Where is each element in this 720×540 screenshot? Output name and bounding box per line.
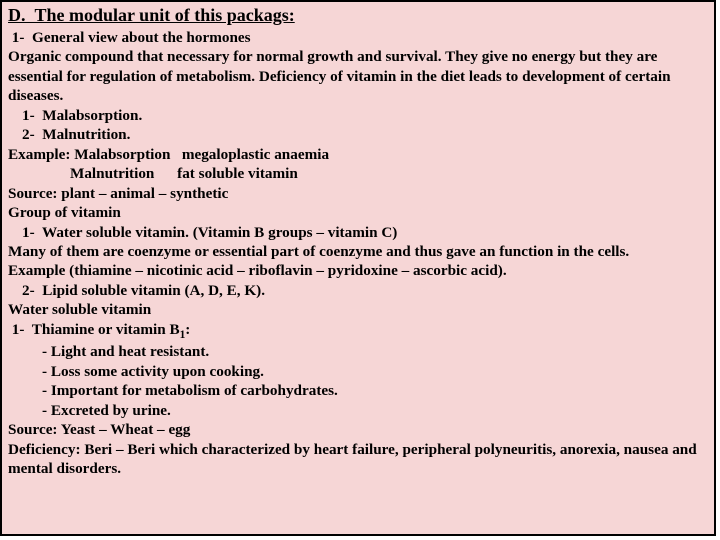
example-line: Example: Malabsorption megaloplastic ana… <box>8 145 708 164</box>
list-item: 1- Water soluble vitamin. (Vitamin B gro… <box>8 223 708 242</box>
section-heading: D. The modular unit of this packags: <box>8 4 708 27</box>
text-fragment: 1- Thiamine or vitamin B <box>8 321 180 338</box>
list-item: 1- Malabsorption. <box>8 106 708 125</box>
list-item: 1- Thiamine or vitamin B1: <box>8 320 708 343</box>
bullet-item: - Loss some activity upon cooking. <box>8 362 708 381</box>
source-line: Source: plant – animal – synthetic <box>8 184 708 203</box>
text-fragment: : <box>185 321 190 338</box>
paragraph: Many of them are coenzyme or essential p… <box>8 242 708 261</box>
list-item: 2- Malnutrition. <box>8 125 708 144</box>
example-line: Example (thiamine – nicotinic acid – rib… <box>8 261 708 280</box>
paragraph: Organic compound that necessary for norm… <box>8 47 708 105</box>
sub-heading: Water soluble vitamin <box>8 300 708 319</box>
group-heading: Group of vitamin <box>8 203 708 222</box>
list-item: 2- Lipid soluble vitamin (A, D, E, K). <box>8 281 708 300</box>
line-item: 1- General view about the hormones <box>8 28 708 47</box>
document-page: D. The modular unit of this packags: 1- … <box>0 0 716 536</box>
source-line: Source: Yeast – Wheat – egg <box>8 420 708 439</box>
deficiency-line: Deficiency: Beri – Beri which characteri… <box>8 440 708 479</box>
bullet-item: - Important for metabolism of carbohydra… <box>8 381 708 400</box>
bullet-item: - Light and heat resistant. <box>8 342 708 361</box>
bullet-item: - Excreted by urine. <box>8 401 708 420</box>
example-line: Malnutrition fat soluble vitamin <box>8 164 708 183</box>
